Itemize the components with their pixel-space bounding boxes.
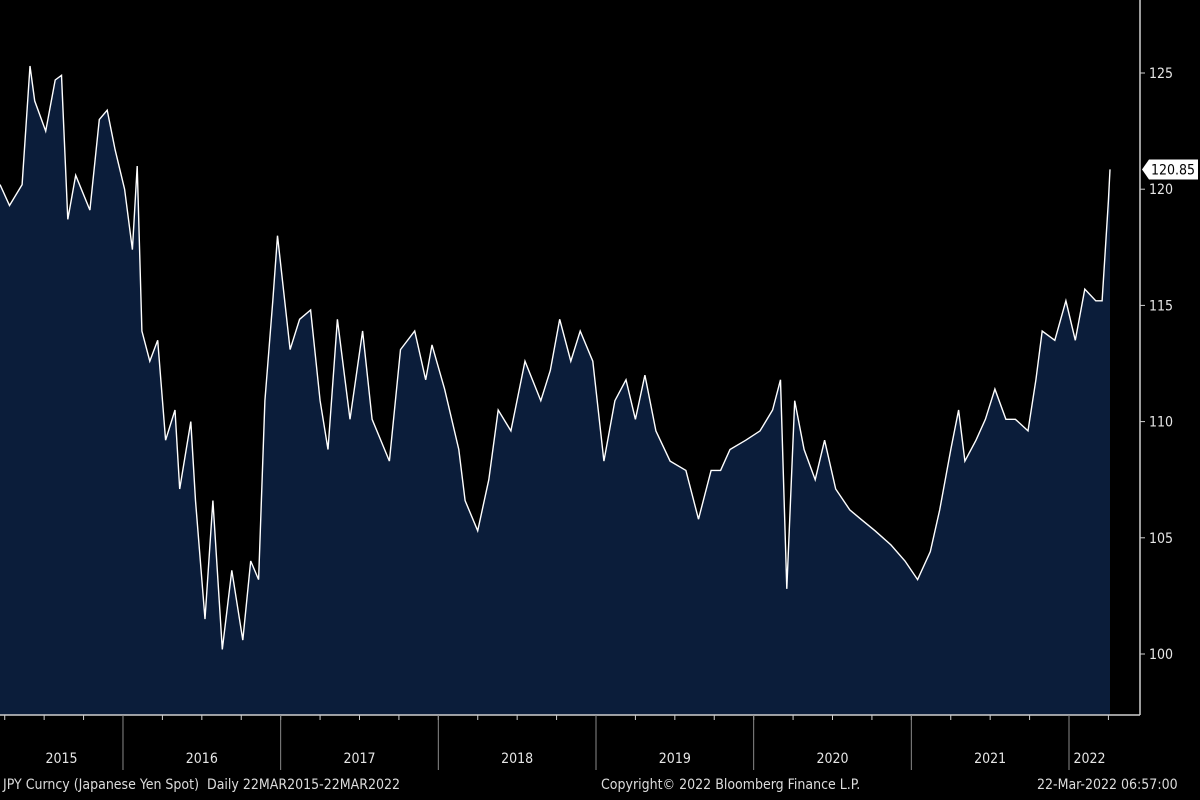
y-tick-label: 100 — [1149, 647, 1173, 663]
x-tick-label: 2022 — [1073, 751, 1105, 767]
x-tick-label: 2018 — [501, 751, 533, 767]
area-fill — [0, 66, 1110, 715]
y-tick-label: 125 — [1149, 66, 1173, 82]
y-tick-label: 115 — [1149, 298, 1173, 314]
copyright: Copyright© 2022 Bloomberg Finance L.P. — [601, 777, 861, 793]
x-tick-label: 2015 — [45, 751, 77, 767]
security-name: JPY Curncy (Japanese Yen Spot) — [3, 777, 199, 793]
x-tick-label: 2017 — [343, 751, 375, 767]
y-tick-label: 105 — [1149, 531, 1173, 547]
price-line — [0, 65, 1111, 650]
axis-labels: 100 105 110 115 120 125 2015 2016 2017 2018 2019 20… — [45, 66, 1198, 767]
axes — [0, 0, 1145, 770]
price-area — [0, 65, 1111, 715]
footer-security: JPY Curncy (Japanese Yen Spot) Daily 22M… — [3, 777, 400, 793]
x-tick-label: 2021 — [974, 751, 1006, 767]
last-value-tag — [1142, 159, 1198, 180]
period-label: Daily 22MAR2015-22MAR2022 — [207, 777, 401, 793]
y-tick-label: 120 — [1149, 182, 1173, 198]
x-tick-label: 2020 — [816, 751, 848, 767]
timestamp: 22-Mar-2022 06:57:00 — [1037, 777, 1178, 793]
x-tick-label: 2016 — [186, 751, 218, 767]
last-value-label: 120.85 — [1151, 162, 1195, 178]
y-tick-label: 110 — [1149, 415, 1173, 431]
x-tick-label: 2019 — [659, 751, 691, 767]
